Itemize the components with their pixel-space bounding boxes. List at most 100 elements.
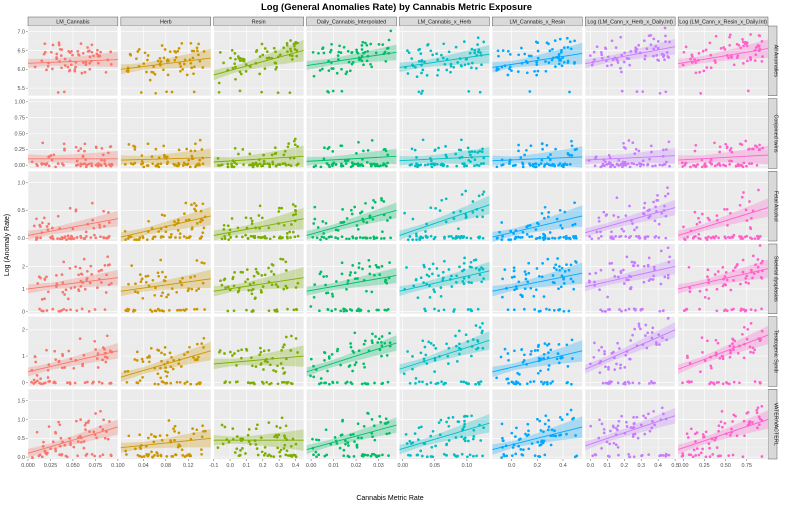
- data-point: [38, 307, 41, 311]
- data-point: [563, 210, 567, 214]
- data-point: [190, 227, 194, 231]
- data-point: [695, 447, 699, 450]
- data-point: [202, 346, 205, 349]
- data-point: [470, 309, 474, 313]
- data-point: [258, 204, 262, 208]
- data-point: [436, 58, 440, 62]
- data-point: [749, 55, 752, 59]
- data-point: [166, 160, 170, 164]
- data-point: [139, 280, 143, 284]
- data-point: [453, 308, 456, 311]
- data-point: [650, 331, 654, 334]
- data-point: [684, 161, 688, 165]
- data-point: [146, 58, 149, 62]
- data-point: [625, 278, 628, 282]
- data-point: [442, 308, 446, 312]
- data-point: [723, 275, 727, 278]
- x-tick-label: 0.050: [66, 463, 80, 469]
- data-point: [714, 234, 718, 238]
- data-point: [241, 437, 245, 441]
- data-point: [178, 236, 182, 239]
- data-point: [558, 59, 561, 62]
- data-point: [432, 343, 436, 347]
- data-point: [616, 61, 620, 64]
- data-point: [282, 46, 286, 50]
- data-point: [109, 145, 113, 148]
- data-point: [639, 162, 643, 166]
- data-point: [46, 228, 50, 232]
- fit-line: [120, 437, 211, 449]
- data-point: [748, 162, 751, 165]
- facet-panel: [306, 244, 397, 314]
- data-point: [429, 434, 433, 438]
- data-point: [138, 379, 142, 382]
- data-point: [346, 159, 349, 163]
- data-point: [464, 189, 468, 193]
- data-point: [644, 54, 647, 58]
- facet-panel: [678, 26, 769, 96]
- data-point: [521, 165, 525, 169]
- data-point: [371, 435, 374, 439]
- data-point: [620, 70, 623, 74]
- data-point: [610, 39, 614, 43]
- data-point: [351, 163, 355, 167]
- data-point: [517, 444, 520, 448]
- data-point: [384, 164, 388, 167]
- data-point: [745, 234, 749, 238]
- data-point: [661, 336, 664, 340]
- data-point: [499, 355, 503, 359]
- data-point: [588, 235, 591, 238]
- panel-background: [306, 171, 397, 241]
- data-point: [746, 327, 750, 331]
- x-tick-label: 0.25: [699, 463, 710, 469]
- data-point: [645, 47, 649, 51]
- data-point: [682, 225, 685, 229]
- data-point: [599, 51, 603, 54]
- data-point: [462, 380, 466, 384]
- data-point: [557, 287, 560, 291]
- data-point: [477, 48, 481, 52]
- data-point: [158, 309, 162, 312]
- data-point: [537, 356, 541, 360]
- data-point: [350, 161, 354, 164]
- data-point: [564, 234, 568, 238]
- data-point: [160, 380, 164, 383]
- data-point: [547, 419, 550, 422]
- data-point: [711, 453, 715, 456]
- data-point: [348, 364, 352, 367]
- data-point: [186, 453, 190, 457]
- data-point: [129, 53, 133, 57]
- data-point: [333, 436, 337, 439]
- data-point: [201, 281, 205, 285]
- data-point: [746, 89, 750, 93]
- data-point: [748, 345, 752, 349]
- data-point: [739, 282, 742, 286]
- data-point: [90, 50, 94, 54]
- data-point: [727, 454, 731, 457]
- data-point: [284, 424, 288, 428]
- data-point: [722, 163, 726, 167]
- data-point: [750, 216, 753, 220]
- data-point: [97, 380, 101, 384]
- data-point: [274, 283, 278, 286]
- data-point: [572, 416, 576, 420]
- data-point: [738, 381, 741, 385]
- data-point: [386, 161, 389, 165]
- data-point: [359, 309, 363, 312]
- data-point: [704, 165, 707, 169]
- data-point: [103, 347, 106, 351]
- data-point: [550, 58, 554, 62]
- data-point: [552, 309, 556, 312]
- data-point: [742, 356, 746, 360]
- data-point: [385, 47, 389, 50]
- data-point: [700, 336, 704, 339]
- data-point: [230, 164, 234, 168]
- data-point: [611, 163, 615, 167]
- facet-panel: [27, 26, 119, 96]
- data-point: [429, 234, 433, 238]
- data-point: [134, 282, 137, 286]
- data-point: [569, 277, 573, 281]
- data-point: [144, 444, 148, 448]
- data-point: [436, 73, 439, 77]
- confidence-band: [678, 259, 768, 294]
